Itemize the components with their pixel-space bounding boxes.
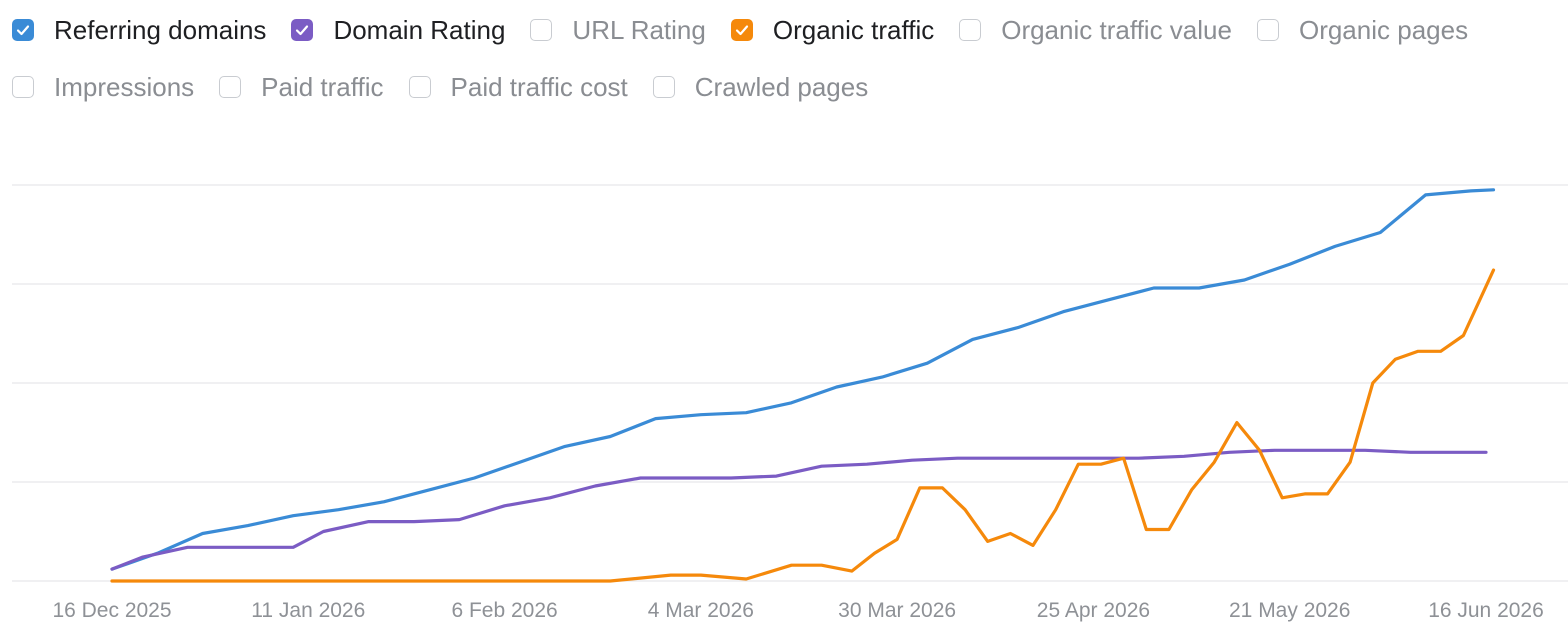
x-tick-label: 30 Mar 2026	[838, 599, 956, 622]
x-tick-label: 25 Apr 2026	[1037, 599, 1150, 622]
x-tick-label: 21 May 2026	[1229, 599, 1350, 622]
series-line-referring-domains	[112, 190, 1494, 569]
x-tick-label: 16 Dec 2025	[52, 599, 171, 622]
x-tick-label: 4 Mar 2026	[648, 599, 754, 622]
x-tick-label: 6 Feb 2026	[451, 599, 557, 622]
x-tick-label: 16 Jun 2026	[1428, 599, 1544, 622]
series-line-domain-rating	[112, 450, 1486, 569]
x-tick-label: 11 Jan 2026	[251, 599, 365, 622]
